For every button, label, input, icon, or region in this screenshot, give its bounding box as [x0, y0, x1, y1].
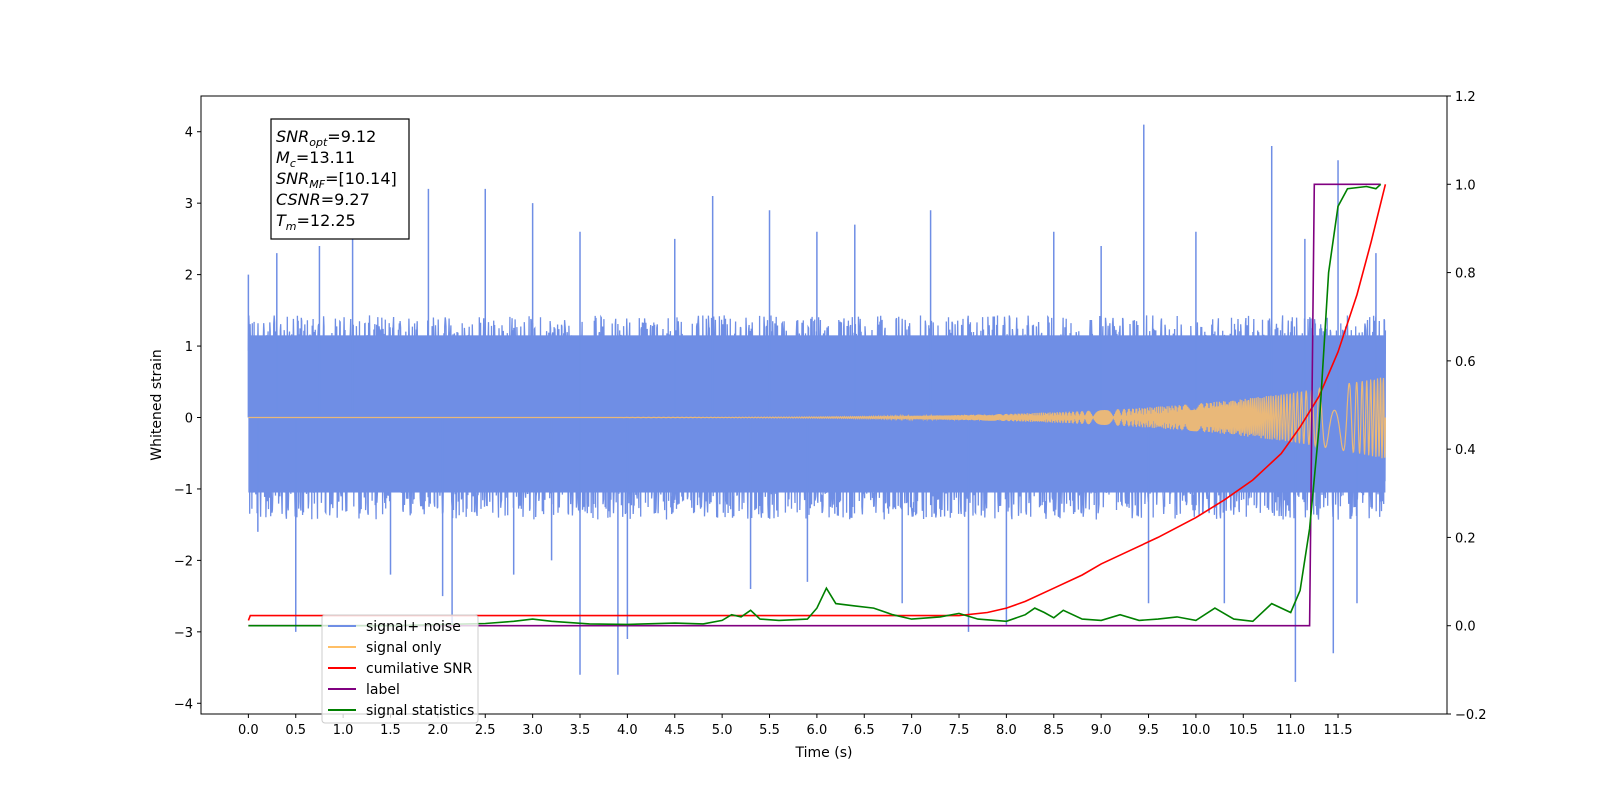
x-axis-label: Time (s) [795, 745, 853, 761]
stat-value: =12.25 [297, 211, 356, 230]
series-signal-only [248, 377, 1386, 459]
y-tick-label: −4 [174, 697, 193, 712]
series-label [248, 183, 1381, 627]
y-tick-label: 3 [185, 197, 193, 212]
x-tick-label: 3.5 [570, 723, 591, 738]
y-tick-label: 1 [185, 340, 193, 355]
series-cumilative-snr [247, 184, 1387, 621]
legend-label: signal+ noise [366, 619, 461, 635]
y-tick-label: 0 [185, 412, 193, 427]
stats-box: SNRopt=9.12Mc=13.11SNRMF=[10.14]CSNR=9.2… [270, 118, 410, 240]
x-tick-label: 5.5 [759, 723, 780, 738]
x-tick-label: 0.5 [285, 723, 306, 738]
x-tick-label: 8.5 [1043, 723, 1064, 738]
series-signal-statistics [248, 183, 1382, 627]
x-tick-label: 10.5 [1229, 723, 1258, 738]
stats-line: Tm=12.25 [276, 211, 356, 233]
y-tick-label: −3 [174, 626, 193, 641]
x-tick-label: 11.0 [1276, 723, 1305, 738]
x-tick-label: 2.5 [475, 723, 496, 738]
y2-tick-label: 0.6 [1455, 355, 1476, 370]
x-tick-label: 7.5 [949, 723, 970, 738]
series-layer [247, 124, 1387, 682]
x-tick-label: 2.0 [428, 723, 449, 738]
stat-value: =[10.14] [325, 169, 397, 188]
stat-value: =9.12 [327, 127, 376, 146]
y-tick-label: −2 [174, 554, 193, 569]
ticks-layer: 0.0 0.5 1.0 1.5 2.0 2.5 3.0 3.5 4.0 4.5 5.0 5.5 6.0 6… [174, 90, 1487, 738]
legend: signal+ noise signal only cumilative SNR la… [321, 614, 479, 724]
x-tick-label: 5.0 [712, 723, 733, 738]
legend-label: cumilative SNR [366, 661, 473, 677]
legend-label: label [366, 682, 400, 698]
stat-symbol: SNR [276, 127, 309, 146]
x-tick-label: 0.0 [238, 723, 259, 738]
y2-tick-label: −0.2 [1455, 708, 1487, 723]
y2-tick-label: 1.0 [1455, 178, 1476, 193]
x-tick-label: 4.5 [664, 723, 685, 738]
stat-subscript: MF [309, 178, 325, 191]
stat-subscript: opt [309, 136, 328, 149]
x-tick-label: 4.0 [617, 723, 638, 738]
stat-value: =9.27 [321, 190, 370, 209]
stat-symbol: SNR [276, 169, 309, 188]
axes-frame [200, 95, 1448, 715]
stats-box-frame [270, 118, 410, 240]
y2-tick-label: 1.2 [1455, 90, 1476, 105]
y2-tick-label: 0.0 [1455, 620, 1476, 635]
x-tick-label: 9.5 [1138, 723, 1159, 738]
x-tick-label: 3.0 [522, 723, 543, 738]
x-tick-label: 10.0 [1181, 723, 1210, 738]
y2-tick-label: 0.2 [1455, 531, 1476, 546]
stat-symbol: CSNR [276, 190, 321, 209]
x-tick-label: 7.0 [901, 723, 922, 738]
x-tick-label: 9.0 [1091, 723, 1112, 738]
stat-value: =13.11 [296, 148, 355, 167]
stats-line: SNRopt=9.12 [276, 127, 376, 149]
x-tick-label: 6.5 [854, 723, 875, 738]
legend-frame [321, 614, 479, 724]
x-tick-label: 11.5 [1324, 723, 1353, 738]
y-tick-label: −1 [174, 483, 193, 498]
stat-symbol: T [276, 211, 287, 230]
stat-subscript: c [290, 157, 296, 170]
stat-symbol: M [276, 148, 290, 167]
x-tick-label: 6.0 [807, 723, 828, 738]
y2-tick-label: 0.4 [1455, 443, 1476, 458]
y-tick-label: 2 [185, 269, 193, 284]
y-tick-label: 4 [185, 126, 193, 141]
y2-tick-label: 0.8 [1455, 267, 1476, 282]
legend-label: signal only [366, 640, 441, 656]
legend-label: signal statistics [366, 703, 474, 719]
stats-line: SNRMF=[10.14] [276, 169, 397, 191]
x-tick-label: 8.0 [996, 723, 1017, 738]
y-axis-label: Whitened strain [149, 349, 165, 460]
stats-line: CSNR=9.27 [276, 190, 370, 209]
x-tick-label: 1.5 [380, 723, 401, 738]
stat-subscript: m [286, 220, 297, 233]
stats-line: Mc=13.11 [276, 148, 355, 170]
x-tick-label: 1.0 [333, 723, 354, 738]
